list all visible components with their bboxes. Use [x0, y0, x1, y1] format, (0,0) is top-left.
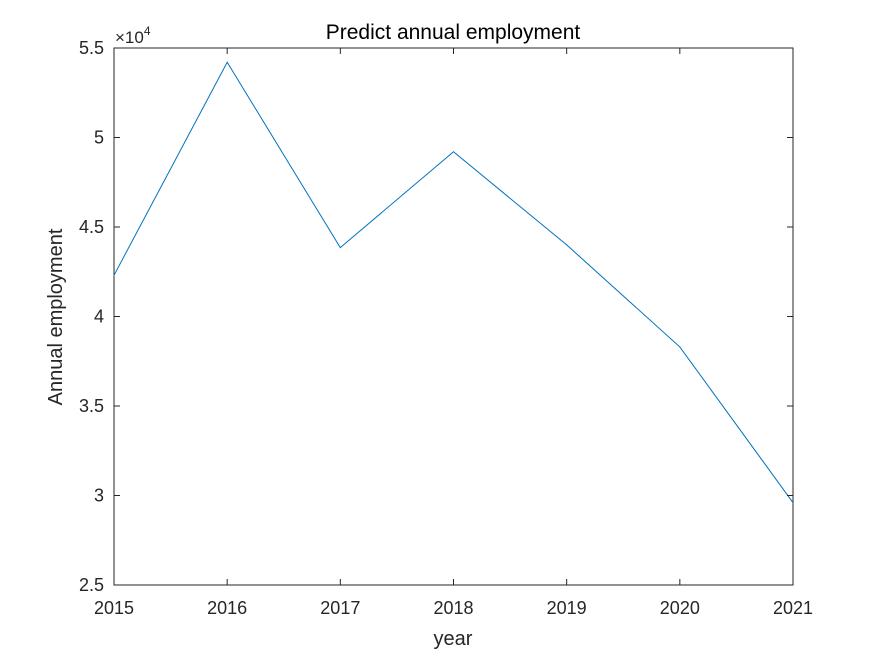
y-tick-label: 4.5 [79, 217, 104, 237]
chart-title: Predict annual employment [326, 21, 581, 44]
y-tick-label: 4 [94, 307, 104, 327]
data-point [792, 502, 794, 504]
x-tick-label: 2015 [94, 598, 134, 618]
data-point [113, 274, 115, 276]
y-exponent-power: 4 [144, 24, 151, 38]
series-layer [113, 61, 794, 504]
x-tick-label: 2018 [433, 598, 473, 618]
x-tick-label: 2020 [660, 598, 700, 618]
y-tick-label: 3 [94, 486, 104, 506]
y-tick-label: 5.5 [79, 38, 104, 58]
x-tick-label: 2019 [547, 598, 587, 618]
y-tick-label: 5 [94, 128, 104, 148]
data-point [453, 151, 454, 153]
data-point [566, 244, 568, 246]
y-axis-label: Annual employment [45, 228, 67, 405]
axes-box [113, 47, 794, 586]
ticks-layer: 2015 2016 2017 2018 2019 2020 2021 2.5 3 3.5 4 4.5 5… [79, 38, 813, 618]
plot-area [113, 47, 794, 586]
x-tick-label: 2021 [773, 598, 813, 618]
x-tick-label: 2017 [320, 598, 360, 618]
x-axis-label: year [434, 628, 473, 650]
data-point [679, 346, 681, 348]
y-tick-label: 3.5 [79, 396, 104, 416]
y-exponent-base: ×10 [115, 28, 144, 47]
x-tick-label: 2016 [207, 598, 247, 618]
data-point [226, 61, 228, 63]
y-axis-exponent: ×104 [115, 24, 151, 47]
data-point [339, 247, 341, 249]
y-tick-label: 2.5 [79, 575, 104, 595]
